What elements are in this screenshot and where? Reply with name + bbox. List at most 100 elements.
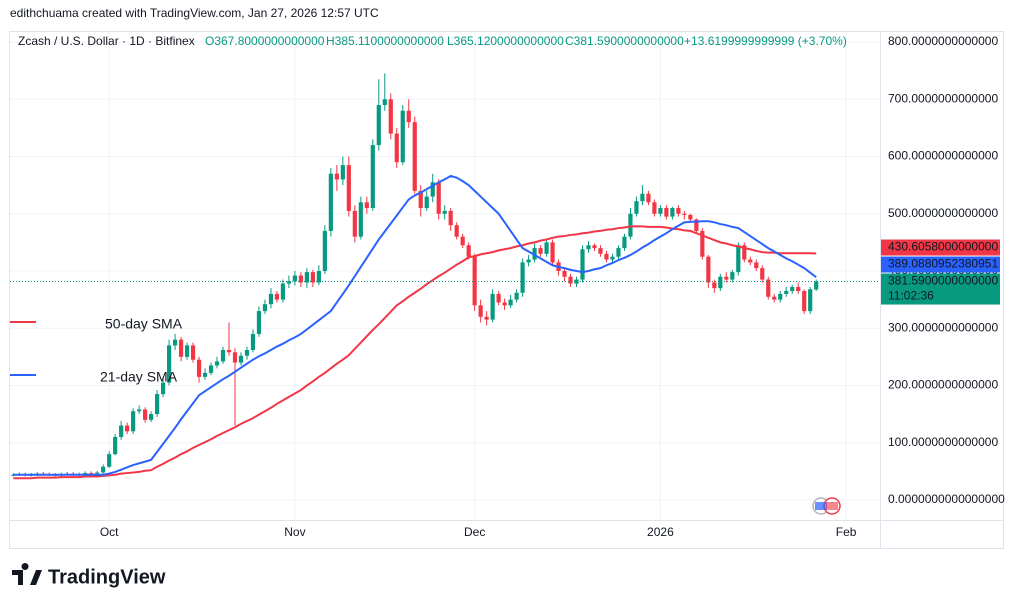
candle-body (670, 208, 675, 217)
candle-body (610, 256, 615, 260)
candle-body (430, 182, 435, 197)
candle-body (736, 245, 741, 273)
sma-line (13, 174, 817, 476)
candle-body (808, 289, 813, 312)
candle-body (784, 291, 789, 294)
candle-body (478, 305, 483, 317)
candle-body (304, 272, 309, 283)
candle-body (220, 349, 226, 362)
candle-body (754, 262, 759, 269)
x-tick-label: Feb (836, 525, 857, 539)
candle-body (208, 365, 214, 373)
brand-name: TradingView (48, 566, 166, 588)
candle-body (280, 283, 286, 300)
candle-body (400, 110, 405, 163)
candle-body (388, 99, 393, 134)
brand-logo (12, 563, 42, 585)
candle-body (262, 304, 268, 312)
header-high: H385.1100000000000 (326, 34, 444, 48)
candle-body (730, 272, 735, 280)
candle-body (790, 287, 795, 292)
footer: TradingView (12, 563, 166, 588)
candle-body (244, 349, 250, 356)
series-price-label-bg (881, 256, 1000, 273)
candle-body (101, 466, 106, 473)
candle-body (676, 208, 681, 214)
plot (10, 73, 880, 480)
candle-body (514, 292, 519, 300)
candle-body (131, 411, 136, 432)
candle-body (568, 276, 573, 284)
overlay: Zcash / U.S. Dollar · 1D · Bitfinex O367… (10, 34, 1005, 539)
candle-body (226, 349, 232, 353)
candle-body (526, 259, 531, 263)
candle-body (646, 193, 651, 203)
header: Zcash / U.S. Dollar · 1D · Bitfinex O367… (18, 34, 847, 48)
candle-body (628, 213, 633, 237)
candle-body (484, 316, 489, 320)
candle-body (586, 245, 591, 250)
candle-body (442, 210, 447, 214)
candle-body (448, 210, 453, 226)
candle-body (724, 276, 729, 280)
last-price-label: 381.5900000000000 (888, 274, 998, 288)
candle-body (83, 473, 88, 475)
candle-body (137, 409, 142, 412)
candle-body (418, 190, 423, 209)
candle-body (466, 245, 471, 257)
last-price-label-bg (881, 273, 1000, 305)
candle-body (412, 122, 417, 191)
candle-body (508, 299, 513, 306)
candle-body (268, 293, 274, 305)
x-tick-label: 2026 (647, 525, 674, 539)
candle-body (340, 165, 345, 180)
candle-body (538, 248, 543, 254)
series-price-label-bg (881, 239, 1000, 256)
candle-body (700, 230, 705, 257)
legend-label: 50-day SMA (105, 316, 183, 332)
candle-body (11, 474, 16, 476)
candle-body (107, 454, 112, 467)
x-tick-label: Nov (284, 525, 305, 539)
flags-icon (812, 497, 841, 515)
candle-body (616, 248, 621, 257)
candle-body (232, 352, 238, 363)
candle-body (652, 202, 657, 214)
header-open: O367.8000000000000 (205, 34, 325, 48)
candle-body (376, 104, 381, 146)
candle-body (382, 99, 387, 105)
candle-body (202, 372, 208, 377)
candle-body (520, 262, 525, 293)
header-change: +13.6199999999999 (+3.70%) (684, 34, 847, 48)
candle-body (184, 345, 190, 357)
candle-body (328, 173, 333, 231)
candle-body (622, 236, 627, 249)
candle-body (592, 245, 597, 249)
candle-body (634, 201, 639, 214)
candle-body (760, 268, 765, 280)
candle-body (190, 345, 196, 360)
y-tick-label: 600.0000000000000 (888, 149, 998, 163)
candle-body (346, 165, 351, 211)
candle-body (772, 296, 777, 300)
candle-body (802, 291, 807, 312)
candle-body (160, 382, 166, 395)
legend-label: 21-day SMA (100, 369, 178, 385)
candle-body (298, 275, 303, 283)
candle-body (598, 248, 603, 254)
candle-body (166, 345, 172, 383)
candle-body (436, 182, 441, 214)
candle-body (256, 311, 262, 334)
y-tick-label: 100.0000000000000 (888, 435, 998, 449)
candle-body (550, 242, 555, 263)
y-tick-label: 0.0000000000000000 (888, 492, 1005, 506)
candle-body (748, 259, 753, 263)
candle-body (352, 210, 357, 237)
candle-body (113, 436, 118, 455)
y-tick-label: 200.0000000000000 (888, 378, 998, 392)
header-low: L365.1200000000000 (447, 34, 564, 48)
candle-body (214, 361, 220, 366)
candle-body (604, 253, 609, 260)
candle-body (358, 202, 363, 237)
